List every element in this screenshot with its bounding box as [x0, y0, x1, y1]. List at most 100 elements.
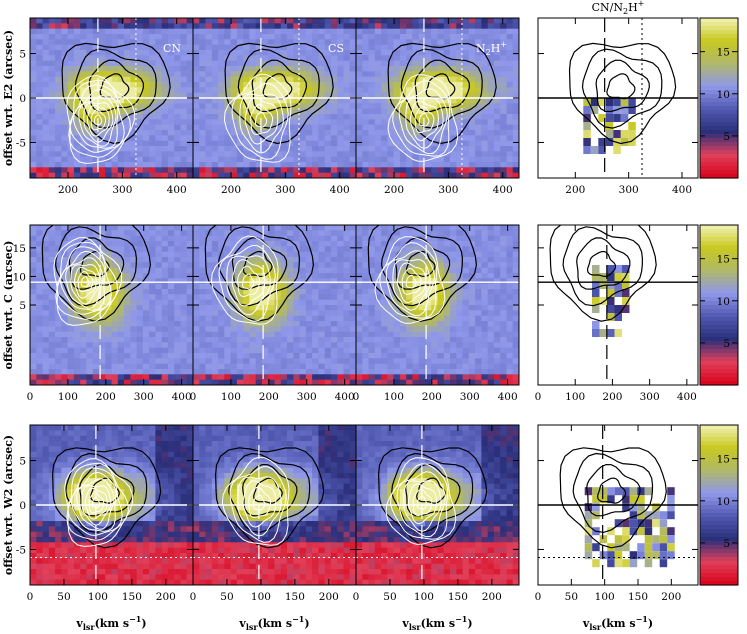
heatmap-pixel — [362, 305, 370, 311]
heatmap-pixel — [55, 315, 62, 322]
heatmap-pixel — [61, 66, 69, 72]
heatmap-pixel — [167, 331, 175, 338]
heatmap-pixel — [142, 76, 150, 83]
heatmap-pixel — [406, 369, 414, 375]
x-tick-label: 200 — [565, 184, 585, 196]
heatmap-pixel — [274, 294, 282, 301]
heatmap-pixel — [437, 353, 445, 359]
heatmap-pixel — [55, 241, 62, 247]
heatmap-pixel — [468, 39, 476, 46]
heatmap-pixel — [443, 379, 451, 385]
heatmap-pixel — [462, 135, 470, 142]
heatmap-pixel — [506, 235, 514, 242]
heatmap-pixel — [500, 34, 508, 40]
heatmap-pixel — [437, 55, 445, 62]
heatmap-pixel — [450, 162, 457, 168]
heatmap-pixel — [443, 34, 451, 40]
heatmap-pixel — [218, 151, 225, 158]
heatmap-pixel — [475, 103, 482, 110]
heatmap-pixel — [199, 87, 207, 94]
heatmap-pixel — [462, 50, 470, 56]
heatmap-pixel — [318, 321, 326, 327]
heatmap-pixel — [393, 172, 401, 178]
heatmap-pixel — [293, 172, 301, 178]
heatmap-pixel — [36, 50, 44, 56]
heatmap-pixel — [337, 321, 345, 327]
heatmap-pixel — [174, 379, 182, 385]
heatmap-pixel — [36, 257, 44, 263]
heatmap-pixel — [368, 305, 376, 311]
heatmap-pixel — [274, 257, 282, 263]
contour-line — [405, 250, 436, 278]
heatmap-pixel — [412, 299, 420, 306]
heatmap-pixel — [48, 347, 56, 354]
heatmap-pixel — [299, 146, 307, 152]
heatmap-pixel — [193, 87, 200, 94]
heatmap-pixel — [211, 283, 219, 290]
heatmap-pixel — [406, 87, 414, 94]
heatmap-pixel — [493, 251, 501, 258]
heatmap-pixel — [262, 283, 269, 290]
heatmap-pixel — [86, 321, 94, 327]
heatmap-pixel — [500, 257, 508, 263]
heatmap-pixel — [399, 71, 407, 78]
heatmap-pixel — [36, 146, 44, 152]
heatmap-pixel — [48, 18, 56, 24]
heatmap-pixel — [425, 140, 432, 147]
heatmap-pixel — [42, 235, 50, 242]
heatmap-pixel — [506, 135, 514, 142]
heatmap-pixel — [506, 162, 514, 168]
heatmap-pixel — [205, 374, 213, 381]
heatmap-pixel — [356, 363, 363, 370]
heatmap-pixel — [343, 235, 351, 242]
heatmap-pixel — [512, 262, 519, 269]
heatmap-pixel — [462, 235, 470, 242]
heatmap-pixel — [86, 331, 94, 338]
heatmap-pixel — [174, 273, 182, 279]
heatmap-pixel — [356, 342, 363, 349]
heatmap-pixel — [268, 87, 276, 94]
heatmap-pixel — [330, 39, 338, 46]
heatmap-pixel — [381, 92, 388, 99]
heatmap-pixel — [105, 294, 113, 301]
heatmap-pixel — [111, 18, 119, 24]
heatmap-pixel — [92, 267, 100, 274]
heatmap-pixel — [161, 283, 169, 290]
heatmap-pixel — [450, 326, 457, 333]
heatmap-pixel — [186, 82, 193, 88]
heatmap-pixel — [92, 146, 100, 152]
heatmap-pixel — [255, 146, 263, 152]
heatmap-pixel — [362, 71, 370, 78]
heatmap-pixel — [224, 315, 232, 322]
heatmap-pixel — [500, 103, 508, 110]
heatmap-pixel — [230, 156, 238, 163]
heatmap-pixel — [73, 98, 81, 104]
heatmap-pixel — [142, 331, 150, 338]
heatmap-pixel — [280, 55, 288, 62]
heatmap-pixel — [30, 267, 37, 274]
heatmap-pixel — [418, 331, 426, 338]
heatmap-pixel — [343, 305, 351, 311]
heatmap-pixel — [61, 246, 69, 253]
heatmap-pixel — [362, 251, 370, 258]
heatmap-pixel — [274, 23, 282, 30]
heatmap-pixel — [199, 167, 207, 174]
heatmap-pixel — [437, 230, 445, 237]
heatmap-pixel — [224, 241, 232, 247]
heatmap-pixel — [287, 66, 294, 72]
heatmap-pixel — [305, 230, 313, 237]
heatmap-pixel — [61, 28, 69, 35]
heatmap-pixel — [500, 119, 508, 126]
heatmap-pixel — [205, 251, 213, 258]
heatmap-pixel — [36, 34, 44, 40]
heatmap-pixel — [167, 71, 175, 78]
heatmap-pixel — [500, 273, 508, 279]
heatmap-pixel — [149, 363, 156, 370]
heatmap-pixel — [431, 114, 439, 120]
heatmap-pixel — [399, 34, 407, 40]
heatmap-pixel — [236, 251, 244, 258]
contour-line — [581, 48, 663, 129]
heatmap-pixel — [437, 66, 445, 72]
heatmap-pixel — [224, 151, 232, 158]
heatmap-pixel — [236, 347, 244, 354]
